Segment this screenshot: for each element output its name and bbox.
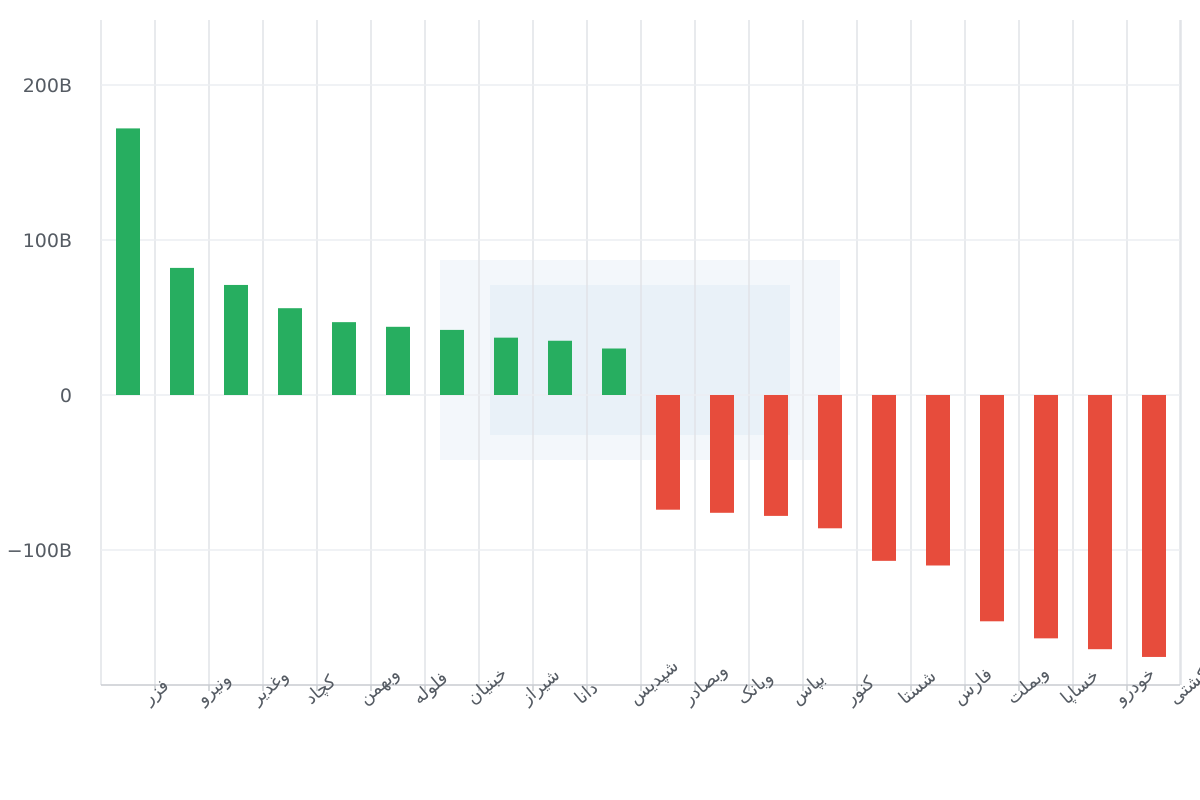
x-tick-label: وبهمن bbox=[355, 663, 404, 709]
x-tick-label: وغدیر bbox=[246, 665, 293, 709]
bar bbox=[224, 284, 248, 395]
bar bbox=[656, 395, 680, 510]
y-tick-label: 100B bbox=[23, 230, 72, 252]
bars bbox=[116, 128, 1166, 657]
bar bbox=[386, 326, 410, 395]
bar bbox=[278, 308, 302, 395]
x-tick-label: خساپا bbox=[1057, 665, 1104, 709]
x-tick-label: شپدیس bbox=[625, 656, 683, 709]
x-tick-label: شستا bbox=[895, 666, 941, 709]
bar bbox=[170, 267, 194, 395]
bar bbox=[548, 340, 572, 395]
x-tick-label: بپاس bbox=[787, 668, 830, 708]
bar bbox=[872, 395, 896, 561]
x-tick-label: خودرو bbox=[1110, 663, 1159, 709]
x-tick-label: ونیرو bbox=[192, 668, 235, 709]
bar bbox=[494, 337, 518, 395]
y-tick-label: 200B bbox=[23, 75, 72, 97]
y-tick-label: −100B bbox=[7, 540, 72, 562]
x-tick-label: فارس bbox=[949, 664, 997, 709]
x-tick-label: حکشتی bbox=[1165, 656, 1200, 709]
x-tick-label: وبانک bbox=[733, 667, 777, 709]
watermark-logo bbox=[440, 260, 840, 460]
bar bbox=[926, 395, 950, 566]
bar bbox=[1142, 395, 1166, 657]
x-axis: فزر ونیرو وغدیر کچاد وبهمن فلوله خبنیان شیراز دا… bbox=[101, 656, 1200, 710]
bar bbox=[764, 395, 788, 516]
bar bbox=[710, 395, 734, 513]
bar bbox=[602, 348, 626, 395]
bar bbox=[818, 395, 842, 529]
x-tick-label: شیراز bbox=[516, 664, 564, 709]
bar bbox=[116, 128, 140, 395]
y-tick-label: 0 bbox=[60, 385, 72, 407]
x-tick-label: فلوله bbox=[409, 668, 452, 709]
bar bbox=[440, 329, 464, 395]
bar bbox=[1034, 395, 1058, 639]
bar bbox=[332, 322, 356, 395]
x-tick-label: خبنیان bbox=[463, 663, 512, 709]
y-axis: 200B 100B 0 −100B bbox=[7, 75, 72, 562]
vertical-gridlines bbox=[100, 20, 1182, 685]
bar bbox=[980, 395, 1004, 622]
x-tick-label: کنور bbox=[840, 672, 879, 710]
x-tick-label: دانا bbox=[571, 678, 603, 709]
x-tick-label: فزر bbox=[138, 675, 173, 709]
x-tick-label: کچاد bbox=[301, 671, 341, 709]
bar bbox=[1088, 395, 1112, 650]
